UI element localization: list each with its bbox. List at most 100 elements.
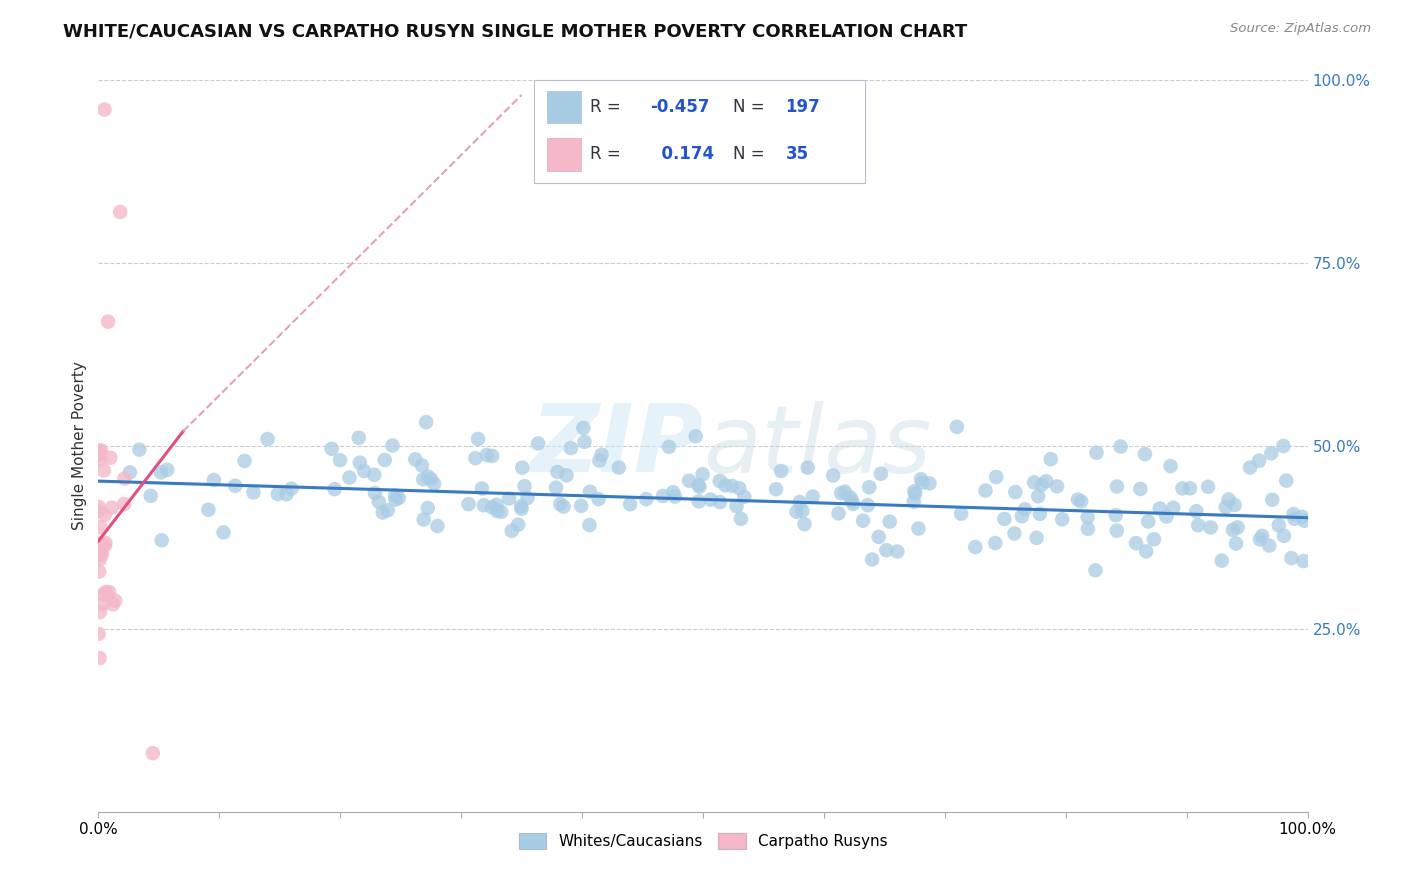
Point [827,507,849,521]
Point [471,482,494,496]
Point [510,460,533,475]
Point [98,585,121,599]
Point [1222,523,1244,537]
Point [353,464,375,478]
Point [416,500,439,515]
Point [1129,482,1152,496]
Point [1109,440,1132,454]
Point [574,434,596,449]
Point [108,205,131,219]
Point [1272,439,1295,453]
Point [1211,553,1233,567]
Legend: Whites/Caucasians, Carpatho Rusyns: Whites/Caucasians, Carpatho Rusyns [513,827,893,855]
Text: R =: R = [591,145,627,163]
Point [699,492,721,507]
Text: -0.457: -0.457 [650,98,710,116]
Text: 0.174: 0.174 [650,145,714,163]
Point [91,588,114,602]
Point [903,484,925,499]
Point [411,458,433,473]
Bar [547,91,581,123]
Point [197,502,219,516]
Point [498,491,520,506]
Point [381,438,404,452]
Point [94,536,117,550]
Point [1292,554,1315,568]
Point [591,448,613,462]
Point [485,504,508,518]
Point [721,479,744,493]
Point [607,460,630,475]
Point [87,627,110,641]
Text: Source: ZipAtlas.com: Source: ZipAtlas.com [1230,22,1371,36]
Point [280,482,302,496]
Point [1024,475,1046,490]
Point [986,470,1008,484]
Point [377,503,399,517]
Point [323,482,346,496]
Point [553,500,575,514]
Point [946,420,969,434]
Text: N =: N = [733,98,769,116]
Point [730,512,752,526]
Point [993,512,1015,526]
Point [150,533,173,548]
Point [93,463,115,477]
Point [879,515,901,529]
Point [1077,510,1099,524]
Point [688,478,710,492]
Point [1178,481,1201,495]
Point [797,460,820,475]
Point [965,540,987,554]
Point [516,491,538,505]
Point [87,448,110,462]
Point [89,552,111,566]
Point [560,441,582,455]
Point [1197,480,1219,494]
Point [572,421,595,435]
Point [588,453,610,467]
Point [579,484,602,499]
Point [907,521,929,535]
Point [349,456,371,470]
Point [91,538,114,552]
Point [364,486,387,500]
Point [90,547,112,561]
Point [578,518,600,533]
Point [87,504,110,518]
Point [789,495,811,509]
Point [911,475,934,490]
Point [367,495,389,509]
Point [89,605,111,619]
Point [112,497,135,511]
Point [1258,539,1281,553]
Point [457,497,479,511]
Point [1084,563,1107,577]
Point [652,489,675,503]
Text: R =: R = [591,98,627,116]
Point [256,432,278,446]
Point [870,467,893,481]
Point [1105,524,1128,538]
Point [1267,518,1289,533]
Point [423,476,446,491]
Point [1135,544,1157,558]
Point [786,505,808,519]
Point [388,491,411,505]
Point [1284,512,1306,526]
Point [619,497,641,511]
Point [548,497,571,511]
Point [371,506,394,520]
Point [464,451,486,466]
Point [856,498,879,512]
Point [89,565,111,579]
Point [555,468,578,483]
Point [678,474,700,488]
Point [1282,507,1305,521]
Point [510,501,533,516]
Point [329,453,352,467]
Point [1143,533,1166,547]
Point [770,464,793,478]
Point [588,492,610,507]
Point [527,436,550,450]
